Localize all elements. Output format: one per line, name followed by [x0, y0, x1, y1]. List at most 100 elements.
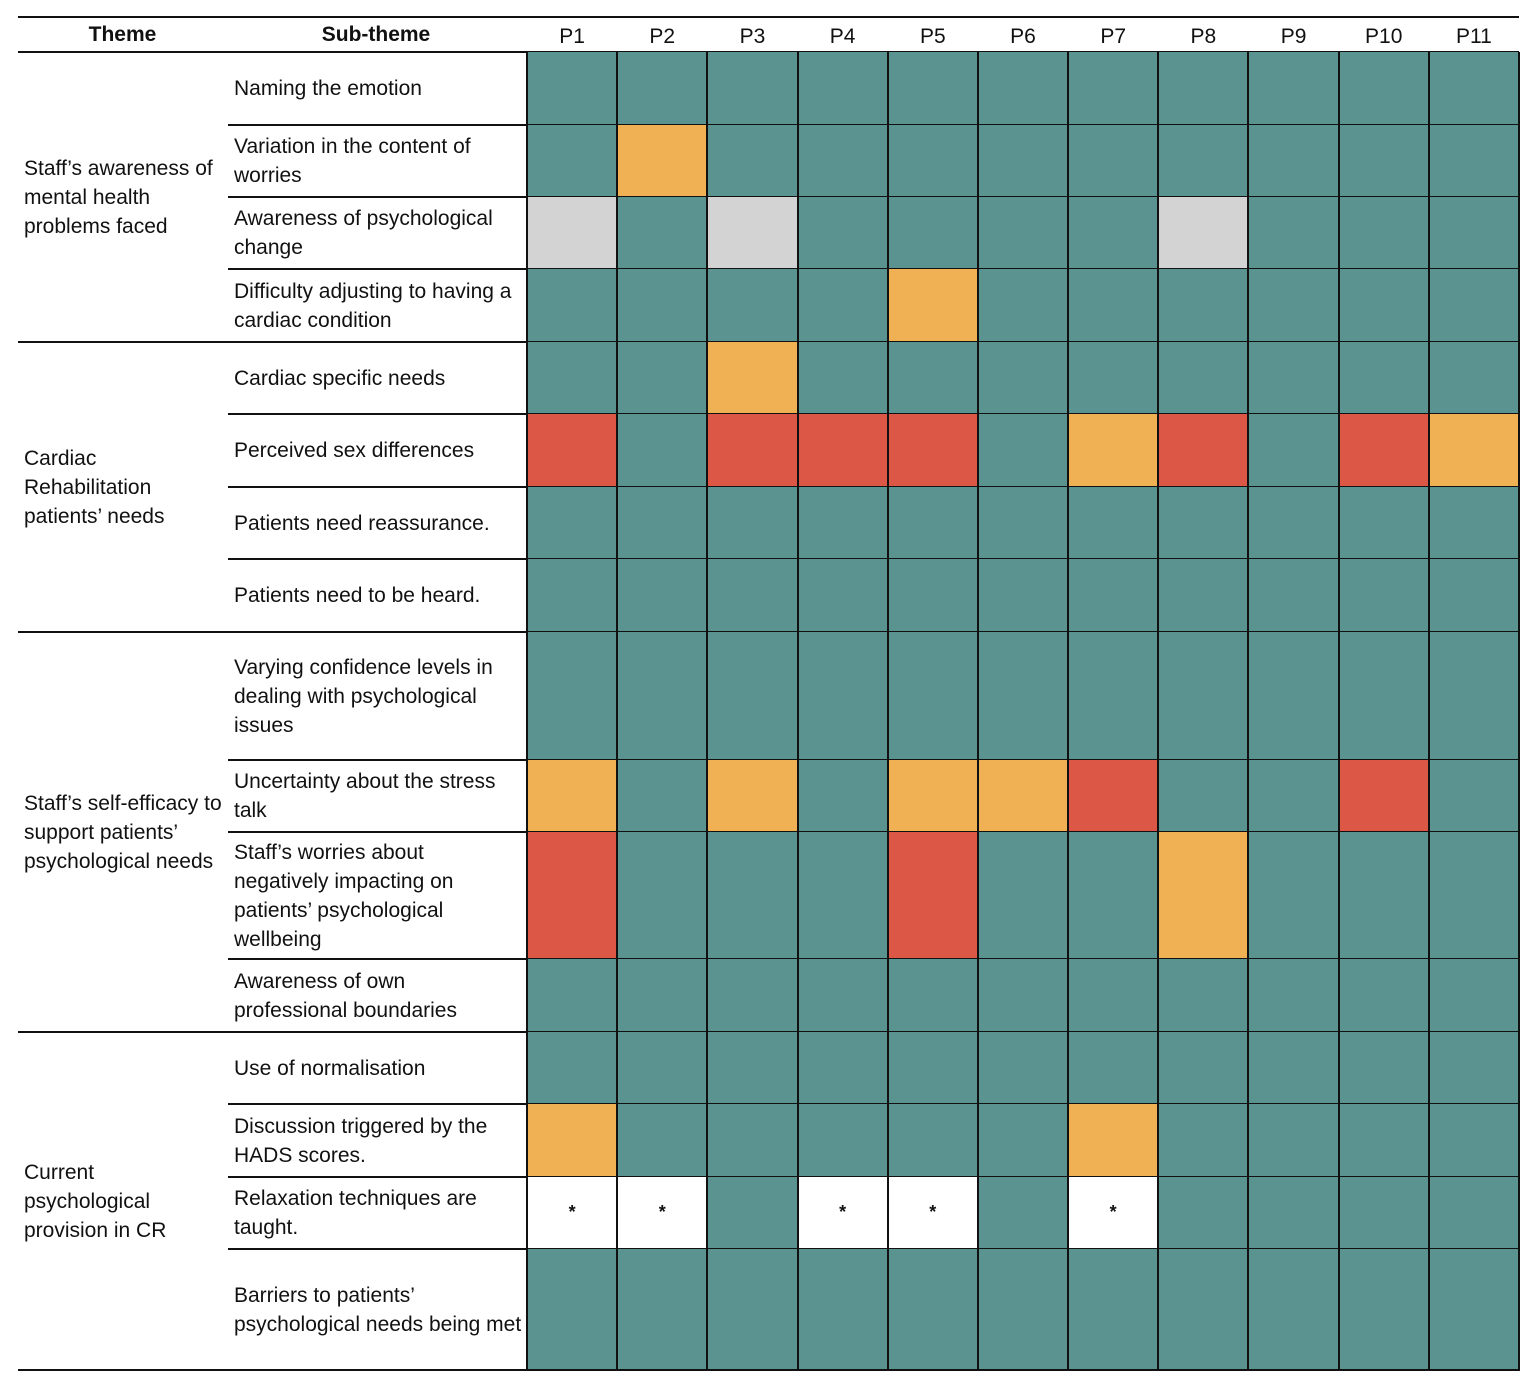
matrix-cell-p3 — [708, 414, 799, 488]
matrix-cell-p1 — [528, 269, 619, 343]
subtheme-label: Awareness of own professional boundaries — [234, 969, 457, 1022]
participant-header-p9: P9 — [1280, 25, 1307, 48]
matrix-cell-p5 — [888, 414, 979, 488]
matrix-cell-p7 — [1069, 1249, 1160, 1371]
matrix-cell-p7 — [1069, 487, 1160, 560]
matrix-cell-p8 — [1159, 1104, 1250, 1178]
matrix-cell-p5 — [888, 1249, 979, 1371]
matrix-cell-p2 — [618, 832, 709, 960]
matrix-cell-p6 — [978, 559, 1070, 633]
matrix-cell-p11 — [1429, 1249, 1520, 1371]
matrix-cell-p4 — [798, 52, 889, 126]
table-top-rule — [18, 16, 1519, 18]
matrix-cell-p3 — [708, 559, 799, 633]
participant-header-p1: P1 — [559, 25, 585, 48]
matrix-cell-p7 — [1069, 269, 1160, 343]
matrix-cell-p4 — [798, 197, 889, 270]
matrix-cell-p11 — [1429, 559, 1520, 633]
matrix-cell-p5 — [888, 269, 979, 343]
matrix-cell-p4 — [798, 269, 889, 343]
matrix-cell-p1 — [528, 1032, 619, 1105]
matrix-cell-p9 — [1249, 959, 1340, 1033]
subtheme-label: Cardiac specific needs — [234, 366, 446, 390]
matrix-cell-p6 — [978, 269, 1070, 343]
matrix-cell-p6 — [978, 632, 1070, 761]
matrix-cell-p9 — [1249, 342, 1340, 415]
matrix-cell-p2 — [618, 959, 709, 1033]
participant-header-p2: P2 — [649, 25, 676, 48]
matrix-cell-p11 — [1429, 1104, 1520, 1178]
matrix-cell-p5 — [888, 125, 979, 198]
matrix-cell-p1 — [528, 1249, 619, 1371]
subtheme-row-rule — [228, 558, 527, 560]
matrix-cell-p1 — [528, 632, 619, 761]
matrix-cell-p4 — [798, 342, 889, 415]
subtheme-label: Staff’s worries about negatively impacti… — [234, 840, 454, 951]
matrix-cell-p9 — [1249, 197, 1340, 270]
matrix-cell-p8 — [1159, 269, 1250, 343]
subtheme-label: Varying confidence levels in dealing wit… — [234, 655, 493, 737]
matrix-cell-p4 — [798, 1249, 889, 1371]
participant-header-p4: P4 — [829, 25, 856, 48]
subtheme-row-rule — [228, 486, 527, 488]
matrix-cell-p10 — [1339, 1032, 1430, 1105]
matrix-cell-p1 — [528, 197, 619, 270]
matrix-cell-p5 — [888, 832, 979, 960]
matrix-cell-p1: * — [528, 1177, 619, 1250]
matrix-cell-p4 — [798, 832, 889, 960]
subtheme-row-rule — [228, 759, 527, 761]
matrix-cell-p6 — [978, 414, 1070, 488]
matrix-cell-p11 — [1429, 632, 1520, 761]
matrix-cell-p2 — [618, 1104, 709, 1178]
matrix-cell-p8 — [1159, 414, 1250, 488]
matrix-cell-p8 — [1159, 1032, 1250, 1105]
matrix-cell-p10 — [1339, 1249, 1430, 1371]
matrix-cell-p6 — [978, 125, 1070, 198]
matrix-cell-p6 — [978, 1032, 1070, 1105]
subtheme-label: Difficulty adjusting to having a cardiac… — [234, 279, 512, 332]
subtheme-label: Awareness of psychological change — [234, 207, 493, 259]
subtheme-row-rule — [228, 958, 527, 960]
matrix-cell-p1 — [528, 487, 619, 560]
subtheme-row-rule — [228, 268, 527, 270]
matrix-cell-p9 — [1249, 414, 1340, 488]
matrix-cell-p8 — [1159, 1249, 1250, 1371]
matrix-cell-p8 — [1159, 125, 1250, 198]
matrix-cell-p10 — [1339, 52, 1430, 126]
matrix-cell-p5 — [888, 1104, 979, 1178]
matrix-cell-p8 — [1159, 487, 1250, 560]
subtheme-label: Naming the emotion — [234, 77, 422, 100]
matrix-cell-p1 — [528, 559, 619, 633]
matrix-left-border — [526, 51, 528, 1370]
matrix-cell-p8 — [1159, 832, 1250, 960]
matrix-cell-p3 — [708, 1177, 799, 1250]
participant-header-p11: P11 — [1455, 25, 1492, 48]
matrix-cell-p6 — [978, 1249, 1070, 1371]
matrix-cell-p4 — [798, 414, 889, 488]
matrix-cell-p7 — [1069, 959, 1160, 1033]
matrix-cell-p11 — [1429, 760, 1520, 833]
matrix-cell-p3 — [708, 52, 799, 126]
matrix-cell-p5: * — [888, 1177, 979, 1250]
matrix-cell-p2 — [618, 632, 709, 761]
matrix-cell-p7 — [1069, 760, 1160, 833]
matrix-cell-p2: * — [618, 1177, 709, 1250]
matrix-cell-p2 — [618, 52, 709, 126]
matrix-cell-p10 — [1339, 487, 1430, 560]
matrix-cell-p6 — [978, 1104, 1070, 1178]
participant-header-p10: P10 — [1365, 25, 1403, 48]
matrix-cell-p7 — [1069, 52, 1160, 126]
matrix-cell-p7 — [1069, 1104, 1160, 1178]
matrix-cell-p5 — [888, 342, 979, 415]
matrix-cell-p3 — [708, 1104, 799, 1178]
subtheme-label: Variation in the content of worries — [234, 135, 471, 187]
matrix-cell-p4 — [798, 760, 889, 833]
matrix-cell-p2 — [618, 1032, 709, 1105]
matrix-cell-p9 — [1249, 559, 1340, 633]
matrix-cell-p3 — [708, 342, 799, 415]
matrix-cell-p8 — [1159, 197, 1250, 270]
matrix-cell-p8 — [1159, 52, 1250, 126]
matrix-cell-p6 — [978, 959, 1070, 1033]
subtheme-header: Sub-theme — [321, 23, 431, 46]
